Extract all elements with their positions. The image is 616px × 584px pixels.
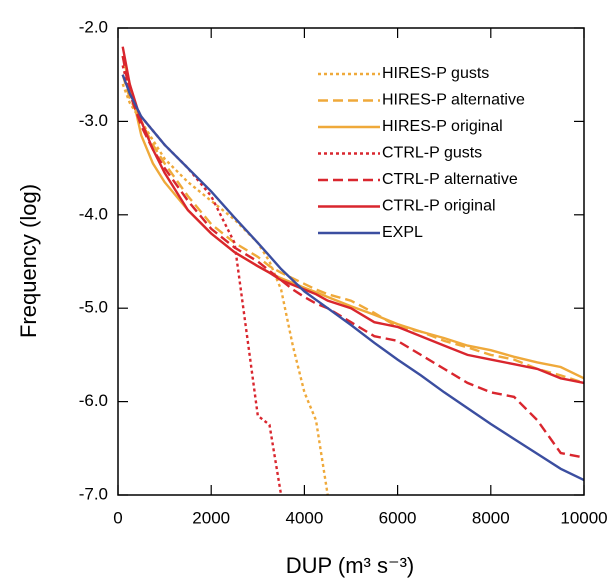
- x-tick-label: 10000: [560, 508, 607, 527]
- legend-label: HIRES-P alternative: [382, 92, 525, 109]
- legend-label: CTRL-P original: [382, 198, 496, 215]
- series-line: [121, 65, 283, 496]
- y-axis-label: Frequency (log): [16, 184, 41, 338]
- x-tick-label: 0: [113, 508, 122, 527]
- x-tick-label: 4000: [285, 508, 323, 527]
- y-tick-label: -3.0: [79, 111, 108, 130]
- legend-label: CTRL-P gusts: [382, 145, 482, 162]
- series-line: [121, 74, 585, 482]
- legend-label: HIRES-P original: [382, 118, 503, 135]
- series-line: [121, 55, 585, 380]
- series-line: [121, 74, 585, 385]
- series-line: [121, 55, 585, 459]
- x-tick-label: 2000: [192, 508, 230, 527]
- y-tick-label: -2.0: [79, 17, 108, 36]
- plot-frame: [117, 27, 585, 496]
- y-tick-label: -5.0: [79, 298, 108, 317]
- y-tick-label: -7.0: [79, 484, 108, 503]
- y-tick-label: -6.0: [79, 391, 108, 410]
- series-line: [121, 46, 585, 385]
- x-axis-label: DUP (m³ s⁻³): [286, 553, 415, 578]
- y-tick-label: -4.0: [79, 204, 108, 223]
- legend-label: CTRL-P alternative: [382, 171, 518, 188]
- legend-label: HIRES-P gusts: [382, 65, 489, 82]
- x-tick-label: 8000: [472, 508, 510, 527]
- legend-label: EXPL: [382, 224, 423, 241]
- x-tick-label: 6000: [379, 508, 417, 527]
